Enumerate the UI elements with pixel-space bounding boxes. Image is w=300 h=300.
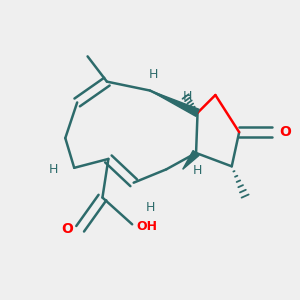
Text: H: H	[148, 68, 158, 81]
Polygon shape	[183, 151, 199, 169]
Text: H: H	[49, 163, 58, 176]
Polygon shape	[150, 91, 199, 116]
Text: H: H	[193, 164, 202, 177]
Text: O: O	[61, 222, 73, 236]
Text: OH: OH	[136, 220, 158, 233]
Text: H: H	[182, 90, 192, 103]
Text: O: O	[279, 125, 291, 139]
Text: H: H	[145, 201, 155, 214]
